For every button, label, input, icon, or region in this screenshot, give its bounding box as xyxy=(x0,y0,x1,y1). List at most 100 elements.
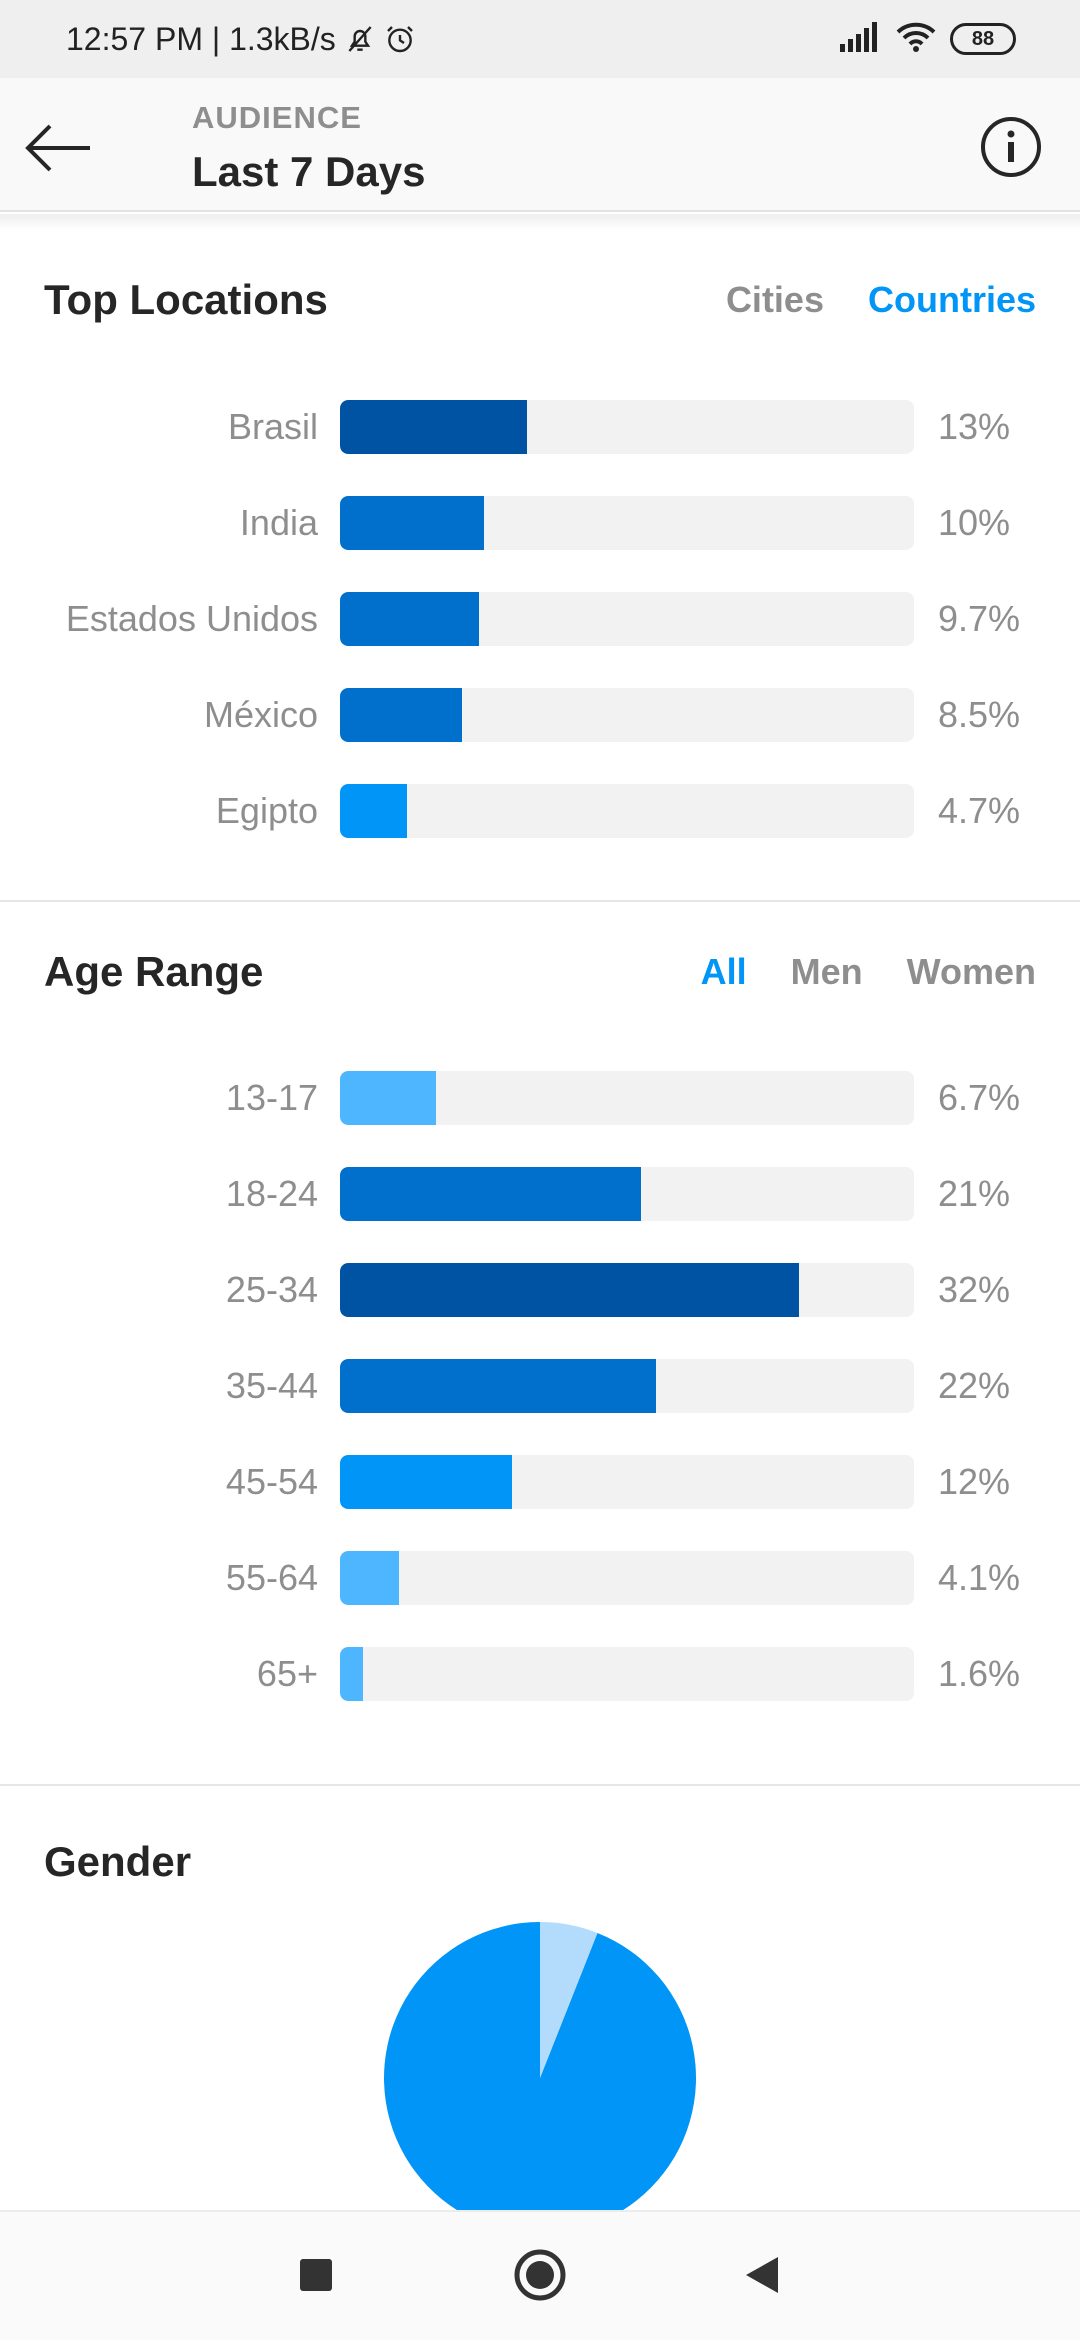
battery-icon: 88 xyxy=(950,23,1016,55)
gender-header: Gender xyxy=(44,1838,1036,1886)
bar-value-label: 22% xyxy=(938,1365,1011,1406)
bar-value-label: 9.7% xyxy=(938,598,1021,639)
bar-fill xyxy=(340,1551,399,1605)
bar-category-label: 18-24 xyxy=(225,1173,318,1214)
bar-value-label: 4.1% xyxy=(938,1557,1021,1598)
bar-fill xyxy=(340,592,479,646)
bar-row: India 10% xyxy=(0,496,1080,550)
section-divider xyxy=(0,1784,1080,1786)
bar-fill xyxy=(340,688,462,742)
bar-value-label: 10% xyxy=(938,502,1011,543)
mute-bell-icon xyxy=(344,23,376,55)
bar-track xyxy=(340,1359,914,1413)
status-left: 12:57 PM | 1.3kB/s xyxy=(66,21,416,58)
recents-button[interactable] xyxy=(256,2212,376,2340)
bar-fill xyxy=(340,1263,799,1317)
recents-square-icon xyxy=(299,2258,333,2297)
page-title: Last 7 Days xyxy=(192,148,426,195)
bar-category-label: Brasil xyxy=(227,406,318,447)
bar-track xyxy=(340,688,914,742)
info-icon xyxy=(980,116,1042,183)
bar-category-label: 25-34 xyxy=(225,1269,318,1310)
bar-row: 55-64 4.1% xyxy=(0,1551,1080,1605)
gender-pie-svg xyxy=(384,1922,696,2210)
section-divider xyxy=(0,900,1080,902)
bar-track xyxy=(340,1455,914,1509)
bar-value-label: 6.7% xyxy=(938,1077,1021,1118)
bar-fill xyxy=(340,1071,436,1125)
gender-pie-chart xyxy=(382,1920,698,2210)
age-range-tabs: All Men Women xyxy=(701,951,1036,993)
bar-category-label: Egipto xyxy=(215,790,318,831)
bar-category-label: 13-17 xyxy=(225,1077,318,1118)
wifi-icon xyxy=(896,21,936,58)
bar-track xyxy=(340,1647,914,1701)
app-bar-shadow xyxy=(0,214,1080,230)
bar-value-label: 13% xyxy=(938,406,1011,447)
system-nav-bar xyxy=(0,2210,1080,2340)
bar-row: 35-44 22% xyxy=(0,1359,1080,1413)
back-triangle-icon xyxy=(744,2255,780,2300)
bar-row: Egipto 4.7% xyxy=(0,784,1080,838)
bar-track xyxy=(340,1071,914,1125)
bar-row: Estados Unidos 9.7% xyxy=(0,592,1080,646)
bar-value-label: 12% xyxy=(938,1461,1011,1502)
bar-row: 13-17 6.7% xyxy=(0,1071,1080,1125)
bar-track xyxy=(340,1263,914,1317)
tab-countries[interactable]: Countries xyxy=(867,279,1036,320)
bar-fill xyxy=(340,1167,641,1221)
page-overline: AUDIENCE xyxy=(192,100,362,135)
bar-row: 18-24 21% xyxy=(0,1167,1080,1221)
home-circle-icon xyxy=(513,2248,567,2307)
top-locations-tabs: Cities Countries xyxy=(726,279,1036,321)
age-range-header: Age Range All Men Women xyxy=(44,948,1036,996)
bar-fill xyxy=(340,496,484,550)
bar-value-label: 32% xyxy=(938,1269,1011,1310)
age-range-title: Age Range xyxy=(44,948,264,995)
tab-cities[interactable]: Cities xyxy=(725,279,824,320)
bar-track xyxy=(340,592,914,646)
tab-all[interactable]: All xyxy=(700,951,747,992)
tab-men[interactable]: Men xyxy=(790,951,863,992)
info-button[interactable] xyxy=(978,116,1044,182)
bar-fill xyxy=(340,400,527,454)
bar-value-label: 21% xyxy=(938,1173,1011,1214)
bar-row: México 8.5% xyxy=(0,688,1080,742)
status-time-speed: 12:57 PM | 1.3kB/s xyxy=(66,20,336,57)
back-button[interactable] xyxy=(22,114,94,186)
bar-category-label: 45-54 xyxy=(225,1461,318,1502)
bar-row: 25-34 32% xyxy=(0,1263,1080,1317)
arrow-left-icon xyxy=(24,123,92,178)
bar-fill xyxy=(340,1359,656,1413)
bar-row: 65+ 1.6% xyxy=(0,1647,1080,1701)
tab-women[interactable]: Women xyxy=(906,951,1036,992)
app-bar: AUDIENCE Last 7 Days xyxy=(0,78,1080,212)
bar-row: 45-54 12% xyxy=(0,1455,1080,1509)
alarm-icon xyxy=(384,23,416,55)
app-bar-titles: AUDIENCE Last 7 Days xyxy=(192,100,425,196)
bar-track xyxy=(340,784,914,838)
bar-category-label: Estados Unidos xyxy=(65,598,318,639)
status-right: 88 xyxy=(840,21,1016,58)
bar-value-label: 1.6% xyxy=(938,1653,1021,1694)
bar-fill xyxy=(340,1455,512,1509)
battery-level: 88 xyxy=(971,27,995,50)
pie-slice-main xyxy=(384,1922,696,2210)
gender-title: Gender xyxy=(44,1838,192,1885)
bar-category-label: 55-64 xyxy=(225,1557,318,1598)
bar-fill xyxy=(340,1647,363,1701)
bar-value-label: 8.5% xyxy=(938,694,1021,735)
bar-category-label: India xyxy=(239,502,318,543)
bar-row: Brasil 13% xyxy=(0,400,1080,454)
bar-track xyxy=(340,496,914,550)
top-locations-header: Top Locations Cities Countries xyxy=(44,276,1036,324)
top-locations-title: Top Locations xyxy=(44,276,328,323)
signal-icon xyxy=(840,21,882,57)
back-nav-button[interactable] xyxy=(702,2212,822,2340)
bar-track xyxy=(340,1551,914,1605)
bar-fill xyxy=(340,784,407,838)
bar-category-label: 35-44 xyxy=(225,1365,318,1406)
pie-slice-minor xyxy=(540,1922,598,2078)
bar-category-label: México xyxy=(203,694,318,735)
home-button[interactable] xyxy=(480,2212,600,2340)
